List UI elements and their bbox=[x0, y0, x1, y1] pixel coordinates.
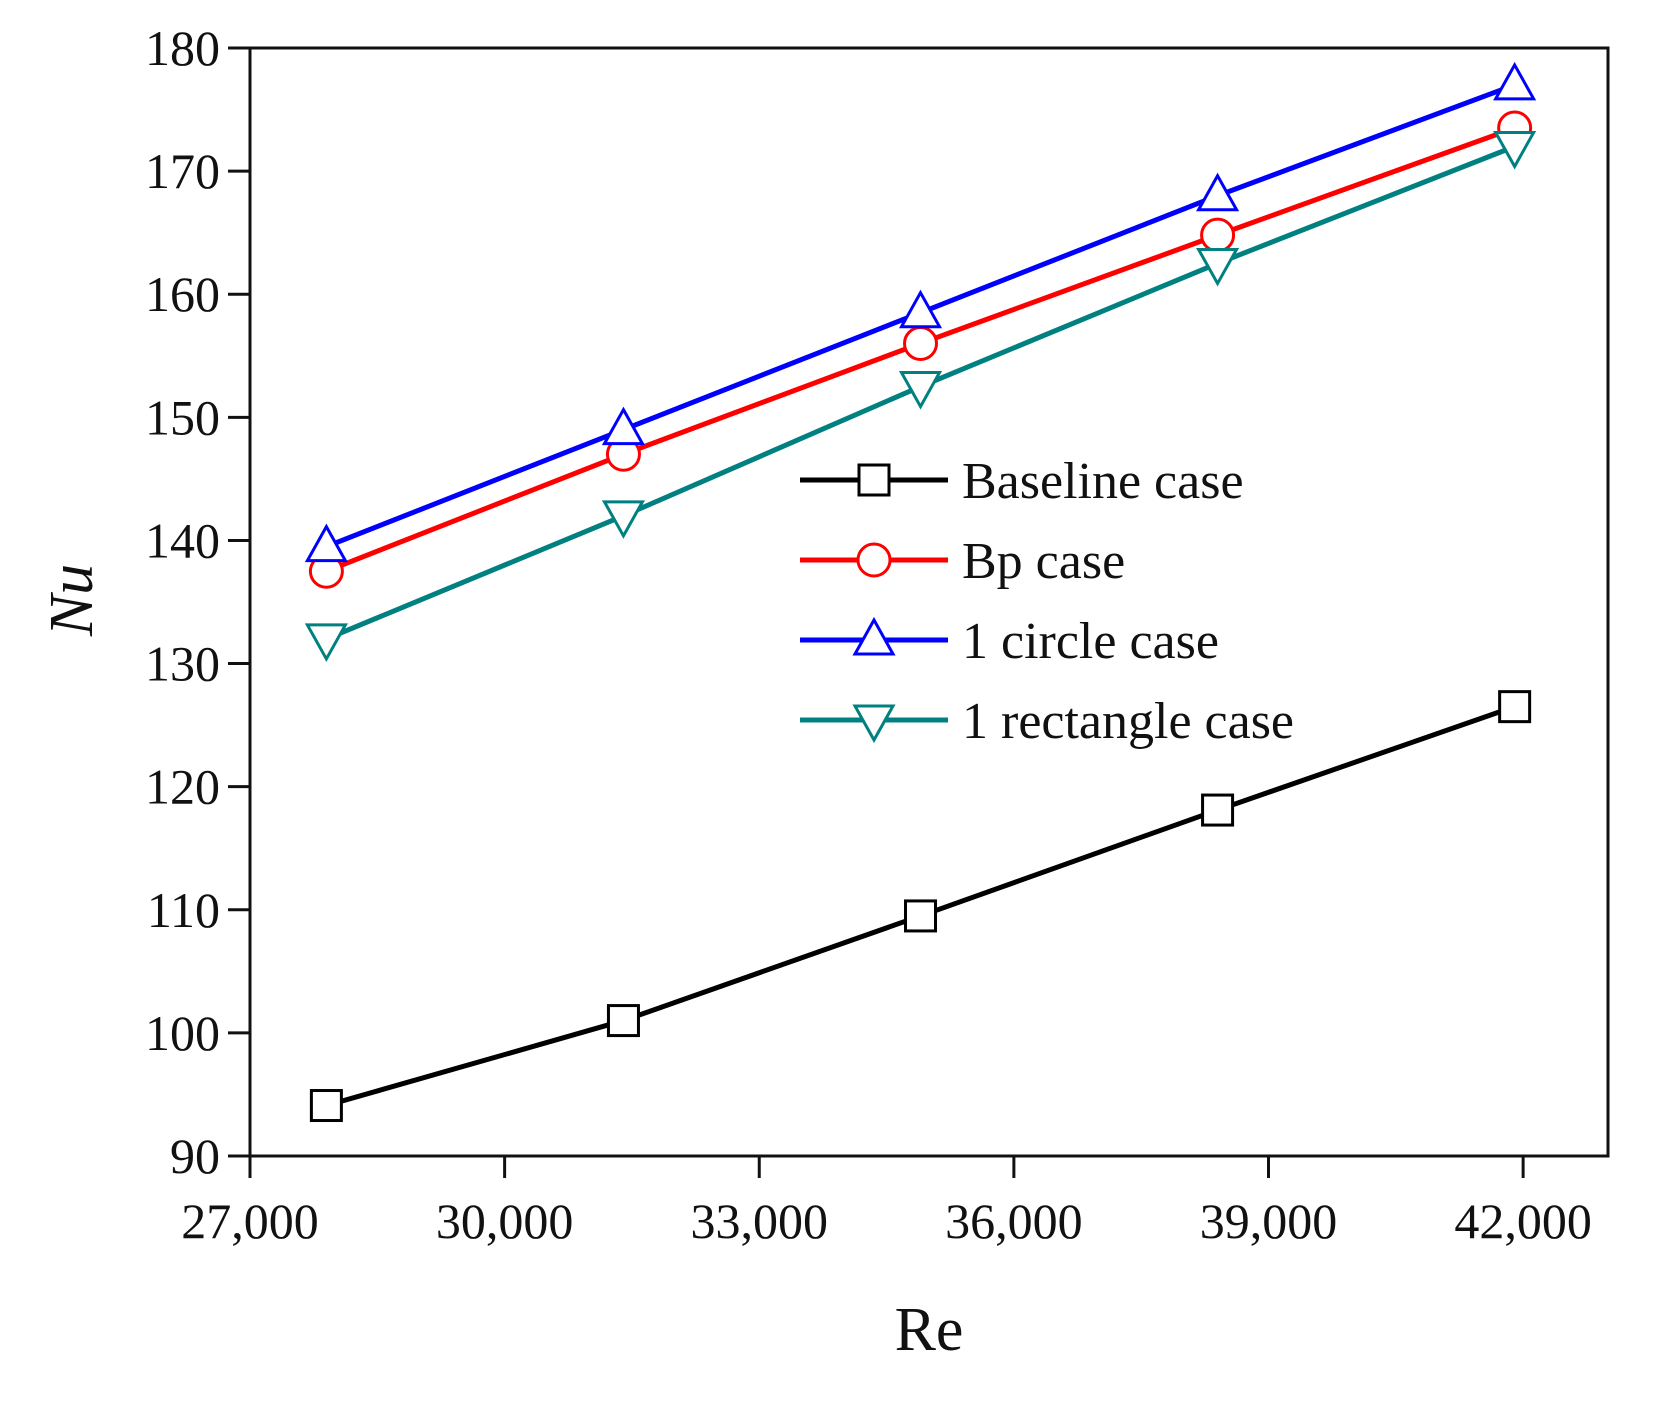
legend-item: 1 circle case bbox=[800, 613, 1219, 670]
legend-label: 1 rectangle case bbox=[962, 693, 1294, 750]
series-1-circle-case bbox=[304, 61, 1537, 563]
x-axis-title: Re bbox=[895, 1296, 964, 1364]
data-point bbox=[606, 1004, 640, 1038]
legend-marker bbox=[857, 463, 891, 497]
legend-label: 1 circle case bbox=[962, 613, 1219, 670]
legend-item: Bp case bbox=[800, 533, 1125, 590]
data-point bbox=[898, 371, 943, 410]
data-point bbox=[1201, 793, 1235, 827]
series-bp-case bbox=[308, 110, 1533, 589]
data-point bbox=[904, 899, 938, 933]
data-point bbox=[1196, 247, 1240, 287]
legend-marker bbox=[852, 616, 896, 656]
y-axis-title: Nu bbox=[38, 564, 106, 637]
data-point bbox=[1493, 130, 1537, 170]
series-1-rectangle-case bbox=[304, 130, 1537, 663]
legend-label: Baseline case bbox=[962, 453, 1244, 510]
legend-item: Baseline case bbox=[800, 453, 1244, 510]
data-point bbox=[304, 523, 348, 563]
data-point bbox=[903, 325, 939, 361]
data-point bbox=[304, 623, 348, 663]
legend-marker bbox=[856, 542, 892, 578]
data-point bbox=[601, 406, 646, 446]
x-tick-label: 27,000 bbox=[181, 1193, 319, 1249]
data-point bbox=[1498, 690, 1532, 724]
series-layer bbox=[304, 61, 1537, 1123]
y-tick-label: 150 bbox=[145, 389, 220, 445]
x-tick-label: 33,000 bbox=[691, 1193, 829, 1249]
x-tick-label: 36,000 bbox=[945, 1193, 1083, 1249]
legend-item: 1 rectangle case bbox=[800, 693, 1294, 750]
plot-frame bbox=[248, 46, 1610, 1158]
y-tick-label: 100 bbox=[145, 1005, 220, 1061]
x-tick-label: 42,000 bbox=[1454, 1193, 1592, 1249]
legend-label: Bp case bbox=[962, 533, 1125, 590]
y-tick-label: 130 bbox=[145, 636, 220, 692]
data-point bbox=[1200, 217, 1236, 253]
y-tick-label: 160 bbox=[145, 266, 220, 322]
data-point bbox=[309, 1089, 343, 1123]
y-tick-label: 170 bbox=[145, 143, 220, 199]
data-point bbox=[898, 289, 943, 329]
axis-layer: 27,000 30,000 33,000 36,000 39,000 42,000 90 10… bbox=[145, 20, 1592, 1249]
x-tick-label: 39,000 bbox=[1200, 1193, 1338, 1249]
series-baseline-case bbox=[309, 690, 1532, 1123]
y-tick-label: 90 bbox=[170, 1128, 220, 1184]
legend-marker bbox=[852, 704, 896, 744]
y-tick-label: 110 bbox=[147, 882, 220, 938]
data-point bbox=[601, 500, 646, 539]
y-tick-label: 140 bbox=[145, 512, 220, 568]
y-tick-label: 120 bbox=[145, 759, 220, 815]
data-point bbox=[1196, 172, 1240, 212]
y-tick-label: 180 bbox=[145, 20, 220, 76]
data-point bbox=[1493, 61, 1537, 101]
x-tick-label: 30,000 bbox=[436, 1193, 574, 1249]
legend: Baseline case Bp case 1 circle case 1 recta… bbox=[800, 453, 1294, 750]
